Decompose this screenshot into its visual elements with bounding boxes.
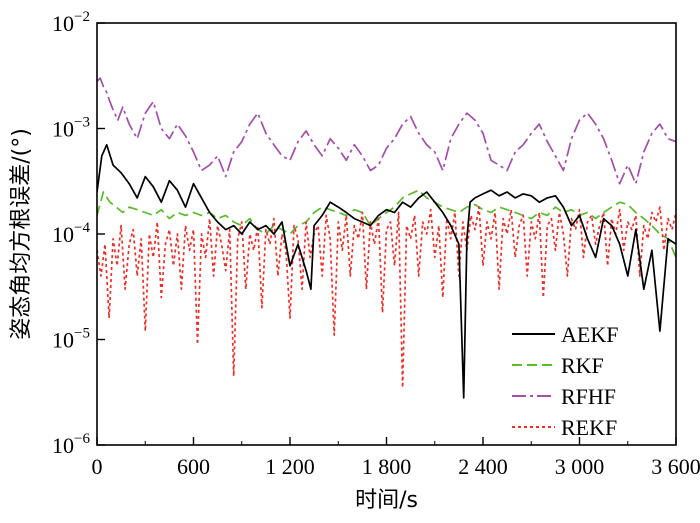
series-line-rekf bbox=[97, 206, 676, 389]
y-axis-label: 姿态角均方根误差/(°) bbox=[9, 128, 34, 340]
y-tick-label: 10−3 bbox=[52, 115, 90, 142]
x-tick-label: 1 800 bbox=[362, 454, 412, 479]
ticks-layer bbox=[96, 22, 677, 446]
x-tick-label: 3 600 bbox=[651, 454, 700, 479]
legend-label-rekf: REKF bbox=[561, 415, 617, 440]
x-tick-label: 3 000 bbox=[555, 454, 605, 479]
series-line-rfhf bbox=[97, 77, 676, 185]
y-tick-label: 10−5 bbox=[52, 326, 90, 353]
x-tick-label: 1 200 bbox=[265, 454, 315, 479]
x-axis-label: 时间/s bbox=[355, 488, 418, 513]
x-tick-label: 2 400 bbox=[458, 454, 508, 479]
legend-label-aekf: AEKF bbox=[561, 322, 618, 347]
series-line-rkf bbox=[97, 189, 676, 258]
series-layer bbox=[97, 77, 676, 399]
legend-label-rkf: RKF bbox=[561, 353, 604, 378]
series-line-aekf bbox=[97, 143, 676, 399]
y-tick-label: 10−2 bbox=[52, 9, 90, 36]
labels-layer: 0 600 1 200 1 800 2 400 3 000 3 600 10−2 10−3 10−… bbox=[52, 9, 700, 479]
x-tick-label: 600 bbox=[177, 454, 210, 479]
x-tick-label: 0 bbox=[92, 454, 103, 479]
legend: AEKF RKF RFHF REKF bbox=[512, 322, 618, 440]
y-tick-label: 10−4 bbox=[52, 220, 90, 247]
y-tick-label: 10−6 bbox=[52, 431, 90, 458]
legend-label-rfhf: RFHF bbox=[561, 384, 616, 409]
